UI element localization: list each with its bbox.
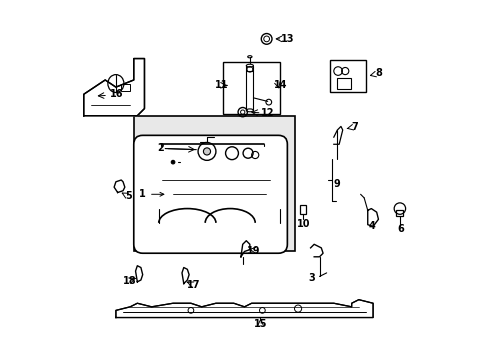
Circle shape [171,160,175,164]
Text: 3: 3 [307,273,314,283]
Text: 4: 4 [368,221,375,231]
FancyBboxPatch shape [134,135,287,253]
Text: 2: 2 [157,143,163,153]
Text: 12: 12 [261,108,274,118]
Text: 14: 14 [273,80,286,90]
Text: 10: 10 [296,219,309,229]
Text: 7: 7 [350,122,357,132]
Bar [299,205,305,214]
Text: 1: 1 [139,189,163,199]
Bar [121,84,130,91]
Bar [329,60,365,93]
Text: 16: 16 [110,89,123,99]
Text: 5: 5 [125,191,131,201]
Bar [336,78,350,89]
Bar [134,116,294,251]
Circle shape [203,148,210,155]
Text: 8: 8 [374,68,381,78]
Bar [395,210,403,216]
Polygon shape [116,300,372,318]
Text: 15: 15 [253,319,267,329]
Text: 17: 17 [186,280,200,291]
Text: 19: 19 [247,247,261,256]
Text: 11: 11 [215,80,228,90]
Text: 9: 9 [333,179,339,189]
Text: 6: 6 [397,224,404,234]
Text: 18: 18 [122,276,136,286]
Polygon shape [83,59,144,116]
Text: 13: 13 [281,34,294,44]
Bar [223,62,280,114]
